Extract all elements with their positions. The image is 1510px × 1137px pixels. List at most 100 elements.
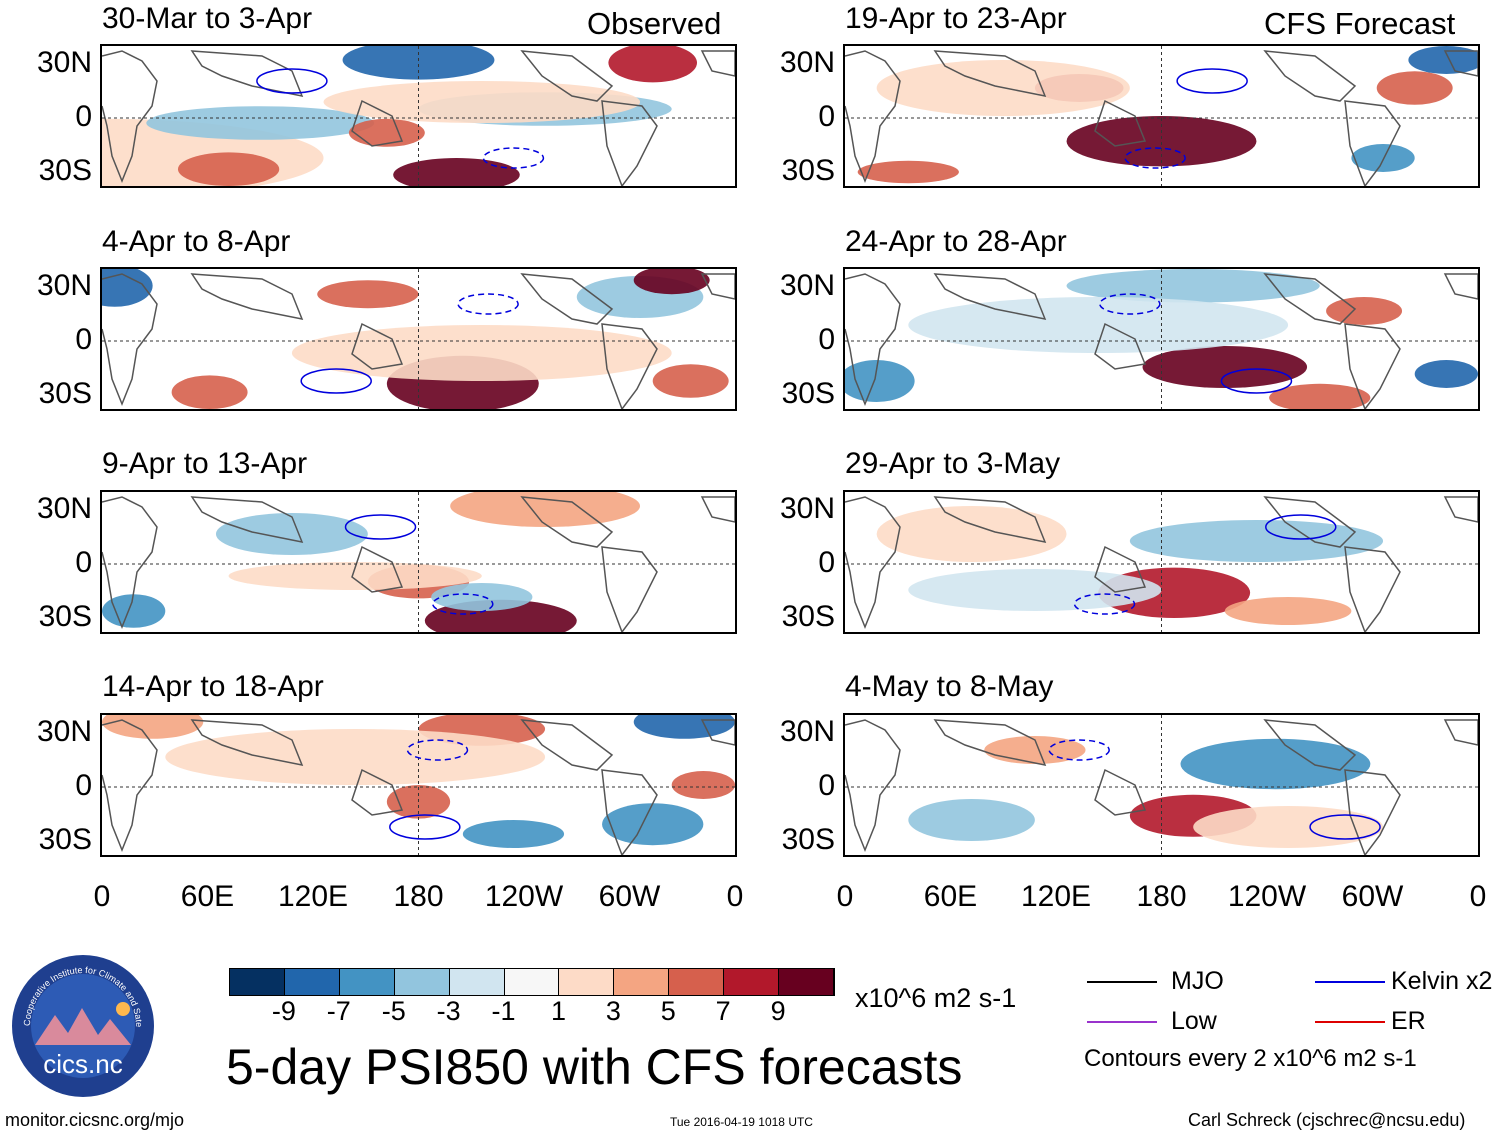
colorbar-tick-label: 3 bbox=[605, 996, 621, 1026]
lat-tick-label: 30N bbox=[779, 269, 835, 302]
anomaly-region bbox=[291, 325, 672, 381]
map-panel-forecast-2 bbox=[843, 267, 1480, 411]
coastline bbox=[520, 496, 614, 548]
lon-tick-label: 120W bbox=[484, 880, 564, 913]
map-panel-observed-2 bbox=[100, 267, 737, 411]
lat-tick-label: 30N bbox=[36, 492, 92, 525]
map-svg bbox=[845, 715, 1478, 855]
anomaly-region bbox=[348, 118, 425, 147]
anomaly-region bbox=[1129, 520, 1384, 562]
map-svg bbox=[845, 269, 1478, 409]
colorbar-tick-label: 7 bbox=[715, 996, 731, 1026]
coastline bbox=[845, 719, 901, 853]
anomaly-region bbox=[633, 715, 735, 739]
coastline bbox=[1443, 719, 1478, 746]
kelvin-contour bbox=[1176, 68, 1248, 94]
colorbar-swatch bbox=[559, 969, 615, 995]
panel-title: 4-May to 8-May bbox=[845, 670, 1054, 703]
legend-line-kelvin bbox=[1315, 981, 1385, 983]
anomaly-region bbox=[1066, 116, 1257, 167]
lat-tick-label: 0 bbox=[818, 323, 835, 356]
coastline bbox=[933, 496, 1047, 544]
coastline bbox=[933, 273, 1047, 321]
lat-tick-label: 0 bbox=[818, 100, 835, 133]
coastline bbox=[700, 496, 735, 523]
colorbar-units: x10^6 m2 s-1 bbox=[855, 983, 1017, 1013]
footer-timestamp: Tue 2016-04-19 1018 UTC bbox=[670, 1115, 813, 1129]
map-svg bbox=[102, 492, 735, 632]
coastline bbox=[601, 546, 658, 632]
panel-title: 29-Apr to 3-May bbox=[845, 447, 1061, 480]
map-panel-forecast-4 bbox=[843, 713, 1480, 857]
kelvin-contour bbox=[1124, 147, 1186, 169]
lon-tick-label: 180 bbox=[1136, 880, 1187, 913]
anomaly-region bbox=[215, 513, 368, 555]
footer-url[interactable]: monitor.cicsnc.org/mjo bbox=[5, 1110, 185, 1130]
coastline bbox=[933, 50, 1047, 98]
colorbar-swatch bbox=[614, 969, 670, 995]
map-svg bbox=[845, 46, 1478, 186]
coastline bbox=[700, 273, 735, 300]
coastline bbox=[520, 273, 614, 325]
colorbar-tick-label: -5 bbox=[381, 996, 406, 1026]
colorbar-swatch bbox=[230, 969, 285, 995]
lon-tick-label: 60E bbox=[180, 880, 235, 913]
lat-tick-label: 0 bbox=[75, 323, 92, 356]
lon-tick-label: 0 bbox=[726, 880, 744, 913]
colorbar-swatch bbox=[669, 969, 725, 995]
observed-column-label: Observed bbox=[587, 6, 722, 41]
lat-tick-label: 30N bbox=[779, 46, 835, 79]
coastline bbox=[351, 768, 404, 816]
panel-title: 30-Mar to 3-Apr bbox=[102, 2, 313, 35]
legend-line-mjo bbox=[1087, 981, 1157, 983]
colorbar-tick-label: 1 bbox=[550, 996, 566, 1026]
legend-line-er bbox=[1315, 1021, 1385, 1023]
legend-label-kelvin: Kelvin x2 bbox=[1391, 967, 1493, 995]
kelvin-contour bbox=[482, 147, 545, 169]
anomaly-region bbox=[1408, 46, 1478, 74]
legend-label-er: ER bbox=[1391, 1007, 1426, 1035]
coastline bbox=[1094, 99, 1147, 147]
colorbar-tick-label: -3 bbox=[436, 996, 461, 1026]
colorbar bbox=[229, 968, 835, 996]
coastline bbox=[1263, 719, 1357, 771]
anomaly-region bbox=[1351, 144, 1415, 172]
coastline bbox=[520, 50, 614, 102]
lat-tick-label: 30N bbox=[779, 715, 835, 748]
coastline bbox=[351, 99, 404, 147]
kelvin-contour bbox=[1265, 514, 1337, 540]
kelvin-contour bbox=[432, 593, 494, 615]
lon-tick-label: 0 bbox=[836, 880, 854, 913]
lon-tick-label: 0 bbox=[93, 880, 111, 913]
lat-tick-label: 30S bbox=[38, 600, 92, 633]
map-panel-forecast-1 bbox=[843, 44, 1480, 188]
colorbar-tick-label: -7 bbox=[326, 996, 351, 1026]
kelvin-contour bbox=[406, 739, 469, 761]
lat-tick-label: 0 bbox=[75, 546, 92, 579]
footer-author[interactable]: Carl Schreck (cjschrec@ncsu.edu) bbox=[1188, 1110, 1466, 1130]
anomaly-region bbox=[652, 364, 729, 398]
lat-tick-label: 30S bbox=[38, 377, 92, 410]
coastline bbox=[845, 496, 901, 630]
kelvin-contour bbox=[389, 814, 461, 840]
anomaly-region bbox=[177, 152, 280, 186]
coastline bbox=[1094, 322, 1147, 370]
colorbar-tick-label: -9 bbox=[271, 996, 296, 1026]
colorbar-swatch bbox=[724, 969, 780, 995]
panel-title: 24-Apr to 28-Apr bbox=[845, 225, 1067, 258]
coastline bbox=[933, 719, 1047, 767]
anomaly-region bbox=[317, 280, 419, 309]
panel-title: 19-Apr to 23-Apr bbox=[845, 2, 1067, 35]
legend-line-low bbox=[1087, 1021, 1157, 1023]
colorbar-swatch bbox=[449, 969, 505, 995]
forecast-column-label: CFS Forecast bbox=[1264, 6, 1456, 41]
lon-tick-label: 120W bbox=[1227, 880, 1307, 913]
lon-tick-label: 60W bbox=[598, 880, 661, 913]
lon-tick-label: 60E bbox=[923, 880, 978, 913]
coastline bbox=[700, 50, 735, 77]
anomaly-region bbox=[1224, 597, 1352, 625]
anomaly-region bbox=[1414, 360, 1478, 388]
kelvin-contour bbox=[1309, 814, 1381, 840]
lat-tick-label: 30S bbox=[38, 823, 92, 856]
lat-tick-label: 30S bbox=[781, 377, 835, 410]
